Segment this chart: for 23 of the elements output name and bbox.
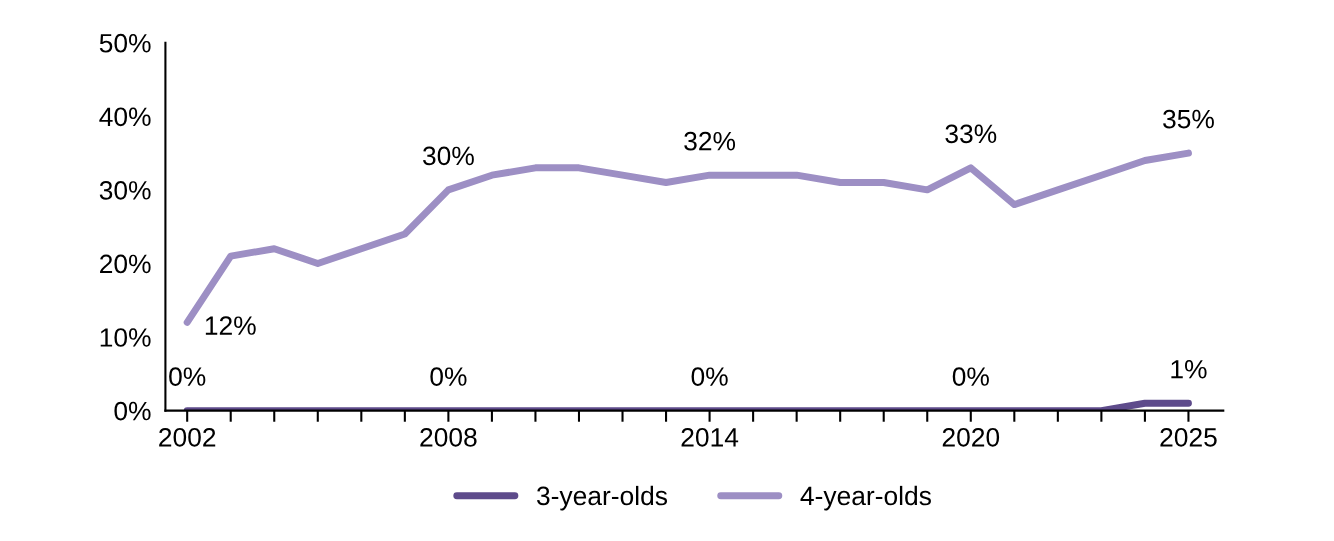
data-label: 0% <box>169 367 206 386</box>
y-tick-label: 50% <box>99 33 151 53</box>
legend-label: 4-year-olds <box>800 485 931 511</box>
data-label: 1% <box>1171 360 1207 379</box>
data-label: 12% <box>205 316 256 335</box>
x-tick-label: 2025 <box>1160 427 1217 447</box>
data-label: 0% <box>952 367 989 386</box>
data-label: 30% <box>422 146 474 166</box>
data-label: 33% <box>945 124 997 144</box>
y-tick-label: 30% <box>99 181 151 200</box>
x-tick-label: 2020 <box>942 427 1000 447</box>
y-tick-label: 40% <box>99 107 151 127</box>
x-tick-label: 2002 <box>159 427 216 447</box>
x-tick-label: 2008 <box>420 427 477 447</box>
x-tick-label: 2014 <box>681 427 739 447</box>
legend-label: 3-year-olds <box>536 485 668 511</box>
y-tick-label: 20% <box>100 254 151 274</box>
data-label: 35% <box>1163 109 1214 129</box>
y-tick-label: 10% <box>100 328 151 347</box>
data-label: 32% <box>684 131 736 151</box>
data-label: 0% <box>691 367 728 386</box>
y-tick-label: 0% <box>114 401 151 421</box>
data-label: 0% <box>430 367 467 386</box>
